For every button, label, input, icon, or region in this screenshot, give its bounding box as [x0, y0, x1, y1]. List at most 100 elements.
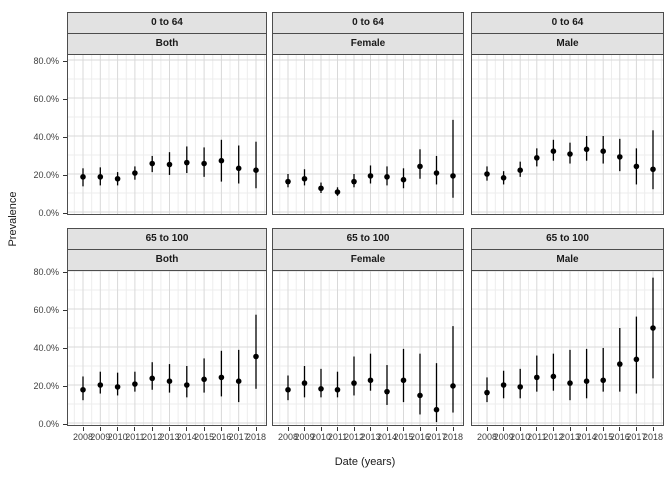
data-point [235, 378, 242, 384]
x-tick-mark [652, 427, 654, 431]
y-tick-label: 0.0% [38, 207, 59, 218]
facet-panel-0to64-female: 0 to 64 Female [272, 12, 464, 215]
x-tick-mark [82, 427, 84, 431]
data-point [633, 163, 640, 170]
data-point [534, 374, 540, 381]
data-point [517, 167, 523, 173]
data-point [97, 382, 104, 388]
data-point [301, 175, 308, 182]
data-point [450, 173, 456, 179]
x-tick-label: 2009 [294, 432, 315, 442]
data-point [351, 178, 357, 185]
facet-strip-age-group: 0 to 64 [471, 12, 664, 34]
facet-strip-label: Female [350, 38, 386, 49]
x-tick-label: 2017 [626, 432, 647, 442]
x-tick-label: 2008 [277, 432, 299, 442]
x-tick-mark [403, 427, 404, 431]
data-point [550, 148, 557, 154]
data-point [583, 146, 590, 153]
x-tick-mark [304, 427, 305, 431]
x-tick-mark [134, 427, 136, 431]
data-point [334, 386, 341, 393]
data-point [384, 388, 390, 395]
plot-area [272, 270, 464, 426]
data-point [400, 176, 407, 183]
x-tick-label: 2008 [72, 432, 94, 442]
facet-strip-label: 0 to 64 [151, 17, 183, 28]
facet-strip-label: 65 to 100 [346, 233, 390, 244]
x-tick-label: 2013 [360, 432, 381, 442]
facet-strip-label: 0 to 64 [551, 17, 584, 28]
y-tick-label: 80.0% [33, 266, 59, 277]
x-tick-label: 2012 [142, 432, 163, 442]
x-tick-mark [452, 427, 454, 431]
x-tick-label: 2014 [176, 432, 197, 442]
x-tick-label: 2011 [125, 432, 145, 442]
y-tick-mark [63, 212, 67, 214]
data-point [351, 380, 357, 386]
data-point [484, 389, 490, 396]
x-tick-mark [436, 427, 437, 431]
x-tick-mark [386, 427, 388, 431]
facet-panel-0to64-both: 0 to 64 Both [67, 12, 267, 215]
x-tick-label: 2018 [245, 432, 267, 442]
x-tick-label: 2015 [593, 432, 614, 442]
data-point [650, 166, 656, 173]
data-point [132, 170, 138, 176]
data-point [218, 374, 225, 381]
x-tick-label: 2016 [211, 432, 232, 442]
data-point [633, 356, 640, 363]
x-tick-label: 2008 [476, 432, 498, 442]
data-point [184, 382, 190, 388]
x-tick-mark [287, 427, 289, 431]
facet-strip-label: Female [350, 254, 386, 265]
facet-strip-age-group: 65 to 100 [471, 228, 664, 250]
data-point [235, 165, 242, 172]
x-tick-label: 2010 [107, 432, 128, 442]
x-tick-mark [503, 427, 505, 431]
x-tick-mark [419, 427, 421, 431]
y-tick-label: 20.0% [33, 169, 59, 180]
facet-panel-65to100-female: 65 to 100 Female [272, 228, 464, 426]
x-tick-mark [320, 427, 322, 431]
x-tick-label: 2016 [409, 432, 431, 442]
x-tick-label: 2018 [642, 432, 664, 442]
facet-strip-label: Male [556, 254, 579, 265]
x-tick-label: 2011 [527, 432, 547, 442]
x-tick-label: 2012 [343, 432, 365, 442]
facet-strip-sex: Male [471, 249, 664, 271]
y-tick-mark [63, 385, 67, 387]
scatter-plot [67, 270, 267, 426]
data-point [80, 386, 86, 393]
scatter-plot [272, 54, 464, 215]
x-tick-label: 2009 [493, 432, 514, 442]
x-tick-mark [186, 427, 188, 431]
data-point [500, 175, 507, 181]
data-point [285, 178, 291, 185]
data-point [433, 170, 440, 176]
scatter-plot [67, 54, 267, 215]
facet-strip-sex: Both [67, 33, 267, 55]
data-point [517, 384, 523, 390]
data-point [567, 151, 573, 157]
plot-area [67, 270, 267, 426]
y-tick-mark [63, 98, 67, 100]
facet-strip-sex: Both [67, 249, 267, 271]
data-point [484, 171, 490, 177]
y-tick-label: 40.0% [33, 342, 59, 353]
x-tick-label: 2017 [426, 432, 447, 442]
data-point [583, 378, 590, 384]
y-tick-label: 40.0% [33, 131, 59, 142]
data-point [318, 185, 324, 192]
data-point [450, 383, 456, 389]
facet-strip-sex: Male [471, 33, 664, 55]
facet-strip-sex: Female [272, 249, 464, 271]
data-point [166, 378, 173, 384]
x-tick-label: 2017 [228, 432, 249, 442]
facet-panel-65to100-both: 65 to 100 Both [67, 228, 267, 426]
x-tick-mark [370, 427, 371, 431]
x-tick-mark [220, 427, 222, 431]
plot-area [67, 54, 267, 215]
data-point [367, 377, 374, 384]
